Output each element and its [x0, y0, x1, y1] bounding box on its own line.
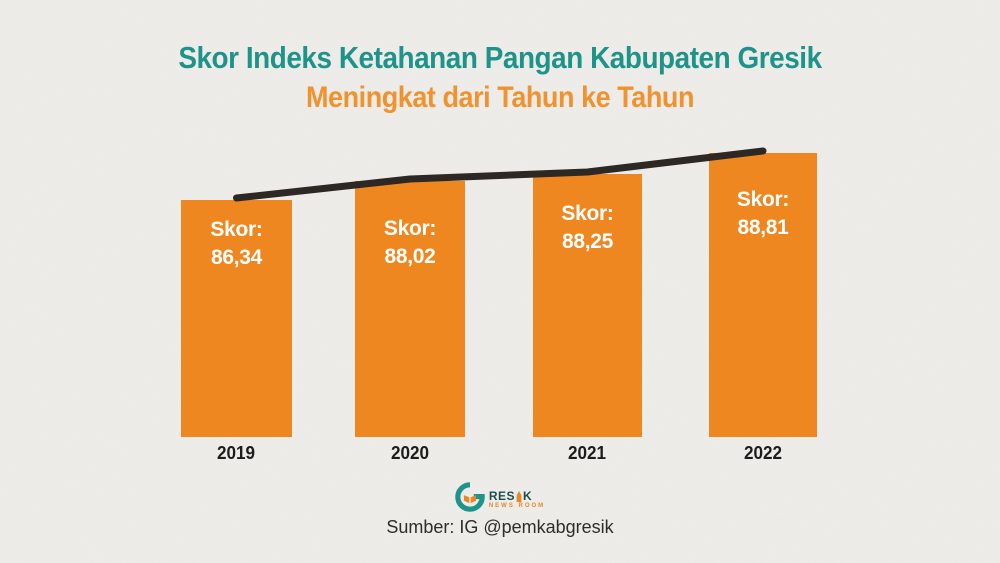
- title-block: Skor Indeks Ketahanan Pangan Kabupaten G…: [0, 40, 1000, 115]
- bar-label-2022: Skor: 88,81: [709, 186, 817, 243]
- logo-wordmark: RES K: [489, 490, 532, 502]
- bar-label-value: 88,25: [561, 230, 614, 254]
- bar-rect-2021: Skor: 88,25: [533, 174, 642, 437]
- chart-subtitle: Meningkat dari Tahun ke Tahun: [306, 81, 694, 114]
- bar-rect-2022: Skor: 88,81: [709, 153, 817, 437]
- bar-label-value: 88,02: [384, 245, 436, 269]
- bar-label-2021: Skor: 88,25: [533, 200, 642, 257]
- bar-label-value: 88,81: [737, 216, 789, 240]
- gresik-newsroom-logo: RES K NEWS ROOM: [455, 481, 545, 513]
- year-label-2022: 2022: [743, 443, 783, 463]
- bar-label-2019: Skor: 86,34: [181, 216, 292, 273]
- bar-label-prefix: Skor:: [736, 188, 790, 211]
- logo-subtext: NEWS ROOM: [488, 502, 546, 509]
- landmark-tower-icon: [516, 490, 522, 502]
- year-label-2021: 2021: [567, 443, 607, 463]
- bar-label-prefix: Skor:: [561, 202, 614, 225]
- year-label-2019: 2019: [216, 443, 256, 463]
- bar-rect-2020: Skor: 88,02: [355, 181, 465, 437]
- chart-title: Skor Indeks Ketahanan Pangan Kabupaten G…: [178, 40, 822, 75]
- footer: RES K NEWS ROOM Sumber: IG @pemkabgresik: [0, 481, 1000, 538]
- bar-rect-2019: Skor: 86,34: [181, 200, 292, 437]
- bar-label-prefix: Skor:: [383, 217, 437, 240]
- bar-label-prefix: Skor:: [210, 218, 263, 241]
- g-circle-icon: [455, 482, 485, 512]
- source-attribution: Sumber: IG @pemkabgresik: [386, 517, 614, 537]
- year-label-2020: 2020: [390, 443, 430, 463]
- bar-label-2020: Skor: 88,02: [355, 215, 465, 272]
- bar-label-value: 86,34: [210, 246, 263, 270]
- logo-text-right: K: [523, 488, 533, 503]
- logo-text-left: RES: [488, 488, 516, 503]
- logo-text: RES K NEWS ROOM: [489, 486, 545, 509]
